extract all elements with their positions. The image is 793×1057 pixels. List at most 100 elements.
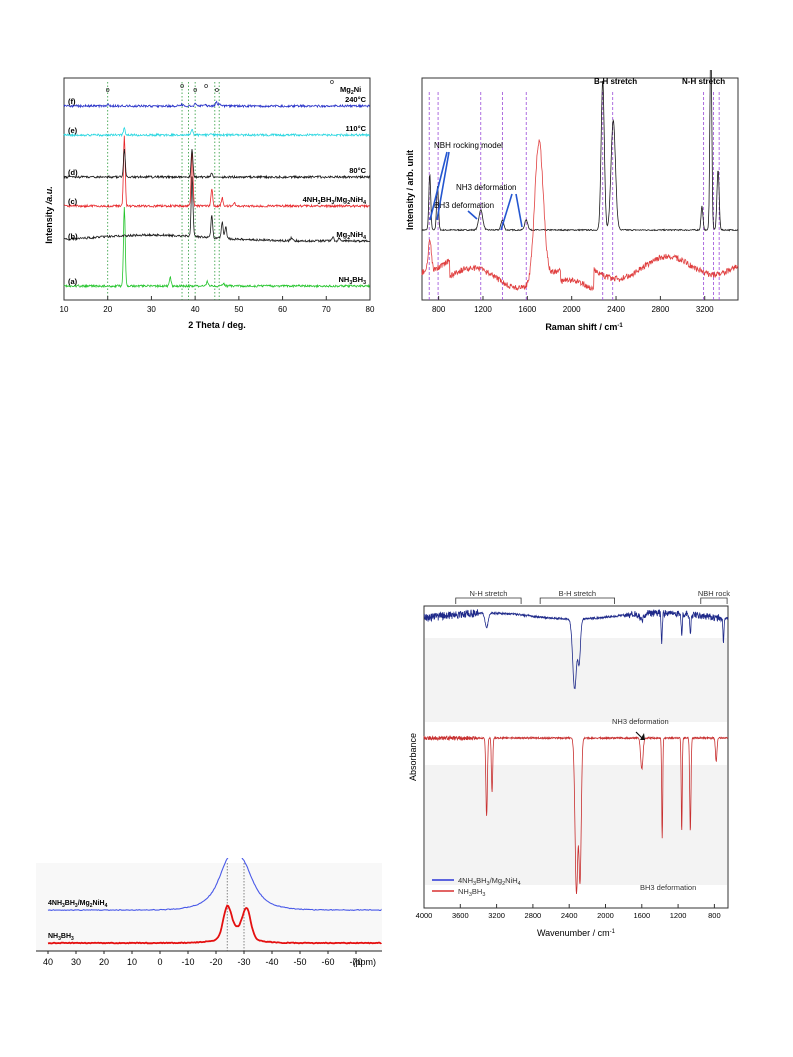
ftir-brackets: N-H stretch B-H stretch NBH rock xyxy=(455,589,730,604)
ftir-plot: N-H stretch B-H stretch NBH rock 4000 3600 3… xyxy=(408,589,730,938)
xrd-series-line xyxy=(63,126,371,138)
raman-x-tick-label: 1200 xyxy=(474,305,492,314)
nmr-label-composite: 4NH3BH3/Mg2NiH4 xyxy=(48,900,108,909)
ftir-x-tick-label: 3600 xyxy=(452,911,469,920)
raman-plot: 800 1200 1600 2000 2400 2800 3200 Raman shift … xyxy=(405,41,739,332)
nmr-x-unit: (ppm) xyxy=(352,957,376,967)
raman-bh3-deformation-label: BH3 deformation xyxy=(434,201,494,210)
ftir-nh3-deformation-label: NH3 deformation xyxy=(612,717,669,726)
ftir-x-tick-label: 800 xyxy=(708,911,721,920)
xrd-marker: o xyxy=(106,87,110,94)
ftir-x-tick-label: 2000 xyxy=(597,911,614,920)
nmr-x-tick-label: -70 xyxy=(349,957,362,967)
nmr-x-tick-label: 40 xyxy=(43,957,53,967)
ftir-x-label: Wavenumber / cm-1 xyxy=(537,928,616,938)
raman-series xyxy=(421,41,739,291)
raman-x-ticks: 800 1200 1600 2000 2400 2800 3200 xyxy=(432,296,714,314)
xrd-series-label: 4NH3BH3/Mg2NiH4 xyxy=(303,195,366,206)
raman-x-tick-label: 3200 xyxy=(696,305,714,314)
nmr-dotted-lines xyxy=(226,863,245,951)
raman-x-tick-label: 2000 xyxy=(563,305,581,314)
raman-frame xyxy=(421,77,739,301)
nmr-background xyxy=(36,863,382,951)
ftir-nh3-arrowhead xyxy=(640,733,645,740)
xrd-frame xyxy=(63,77,371,301)
ftir-series xyxy=(423,609,729,895)
xrd-y-label: Intensity /a.u. xyxy=(44,186,54,244)
nmr-chart: 40 30 20 10 0 -10 -20 -30 -40 -50 -60 -70 (ppm) 4NH3… xyxy=(36,854,382,978)
xrd-x-tick-label: 80 xyxy=(366,305,375,314)
xrd-series-tag: (e) xyxy=(68,126,78,135)
ftir-y-label: Absorbance xyxy=(408,733,418,781)
ftir-x-tick-label: 4000 xyxy=(416,911,433,920)
ftir-x-tick-label: 2400 xyxy=(561,911,578,920)
xrd-x-label: 2 Theta / deg. xyxy=(188,320,246,330)
ftir-frame xyxy=(423,605,729,909)
xrd-x-tick-label: 30 xyxy=(147,305,156,314)
xrd-series-label: Mg2NiH4 xyxy=(336,230,366,241)
raman-nh3-deformation-label: NH3 deformation xyxy=(456,183,516,192)
xrd-series-tag: (c) xyxy=(68,197,78,206)
raman-y-label: Intensity / arb. unit xyxy=(405,150,415,230)
nmr-x-tick-label: -40 xyxy=(265,957,278,967)
xrd-x-tick-label: 20 xyxy=(103,305,112,314)
nmr-x-tick-label: -30 xyxy=(237,957,250,967)
raman-x-tick-label: 800 xyxy=(432,305,446,314)
nmr-x-tick-label: -10 xyxy=(181,957,194,967)
xrd-x-tick-label: 50 xyxy=(234,305,243,314)
xrd-series-label: NH3BH3 xyxy=(338,275,366,286)
nmr-series xyxy=(47,854,382,945)
raman-nh-stretch-label: N-H stretch xyxy=(682,77,725,86)
nmr-x-tick-label: 20 xyxy=(99,957,109,967)
raman-bh-stretch-label: B-H stretch xyxy=(594,77,637,86)
ftir-nh3-arrow xyxy=(635,731,643,739)
nmr-x-tick-label: 10 xyxy=(127,957,137,967)
nmr-label-ab: NH3BH3 xyxy=(48,933,74,942)
nmr-series-line xyxy=(47,854,382,911)
xrd-marker: o xyxy=(215,87,219,94)
ftir-bracket-label: B-H stretch xyxy=(559,589,597,598)
xrd-series-line xyxy=(63,100,371,109)
ftir-bh3-deformation-label: BH3 deformation xyxy=(640,883,696,892)
xrd-chart: o o o o o o Mg2Ni 10 20 30 40 50 60 70 80 2 Theta / d… xyxy=(42,70,382,340)
ftir-x-tick-label: 1600 xyxy=(633,911,650,920)
xrd-series-tag: (a) xyxy=(68,277,78,286)
nmr-x-ticks: 40 30 20 10 0 -10 -20 -30 -40 -50 -60 -70(ppm) xyxy=(43,951,376,967)
xrd-x-ticks: 10 20 30 40 50 60 70 80 xyxy=(60,296,375,314)
ftir-x-tick-label: 3200 xyxy=(488,911,505,920)
raman-annotation-arrows xyxy=(429,151,523,231)
xrd-series-label: 240°C xyxy=(345,95,367,104)
xrd-x-tick-label: 10 xyxy=(60,305,69,314)
nmr-x-tick-label: 0 xyxy=(157,957,162,967)
ftir-x-tick-label: 1200 xyxy=(670,911,687,920)
raman-series-line xyxy=(421,41,739,232)
ftir-legend-label-2: NH3BH3 xyxy=(458,887,485,898)
xrd-x-tick-label: 70 xyxy=(322,305,331,314)
xrd-series-line xyxy=(63,176,370,244)
xrd-series-tag: (d) xyxy=(68,168,78,177)
xrd-series-label: 80°C xyxy=(349,166,366,175)
xrd-dotted-lines xyxy=(107,82,220,300)
ftir-series-line xyxy=(423,609,729,690)
xrd-marker: o xyxy=(193,87,197,94)
xrd-x-tick-label: 40 xyxy=(191,305,200,314)
ftir-legend-label-1: 4NH3BH3/Mg2NiH4 xyxy=(458,876,521,887)
nmr-x-tick-label: 30 xyxy=(71,957,81,967)
xrd-series-tag: (b) xyxy=(68,232,78,241)
nmr-series-line xyxy=(47,904,382,945)
ftir-bracket xyxy=(539,597,615,604)
ftir-series-line xyxy=(423,734,729,895)
raman-x-tick-label: 1600 xyxy=(518,305,536,314)
nmr-x-tick-label: -60 xyxy=(321,957,334,967)
ftir-bracket-label: NBH rock xyxy=(698,589,730,598)
ftir-band-2 xyxy=(425,765,727,885)
xrd-series-labels: (a) NH3BH3 (b) Mg2NiH4 (c) 4NH3BH3/Mg2NiH4 (d)… xyxy=(68,95,367,286)
nmr-x-tick-label: -20 xyxy=(209,957,222,967)
ftir-x-ticks: 4000 3600 3200 2800 2400 2000 1600 1200 800 xyxy=(416,904,721,920)
xrd-series-label: 110°C xyxy=(345,124,366,133)
xrd-series-tag: (f) xyxy=(68,97,76,106)
nmr-plot: 40 30 20 10 0 -10 -20 -30 -40 -50 -60 -70(ppm) 4NH3… xyxy=(36,854,382,967)
ftir-x-tick-label: 2800 xyxy=(525,911,542,920)
